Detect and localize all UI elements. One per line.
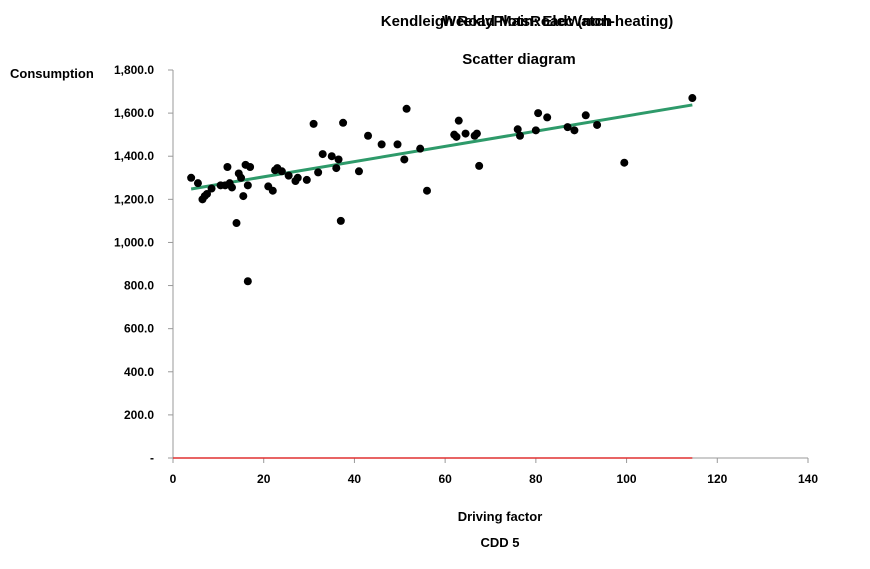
data-point xyxy=(309,119,318,128)
data-point xyxy=(227,183,236,192)
data-point xyxy=(593,120,602,129)
data-point xyxy=(239,192,248,201)
data-point xyxy=(268,186,277,195)
x-tick-label: 80 xyxy=(529,472,543,486)
data-point xyxy=(454,116,463,125)
data-point xyxy=(327,152,336,161)
data-point xyxy=(393,140,402,149)
data-point xyxy=(620,158,629,167)
data-point xyxy=(223,163,232,171)
y-axis-label: Consumption xyxy=(10,66,94,81)
x-tick-label: 120 xyxy=(707,472,727,486)
data-point xyxy=(688,94,697,103)
data-point xyxy=(293,173,302,182)
data-point xyxy=(207,184,216,193)
data-point xyxy=(232,219,241,228)
data-point xyxy=(237,173,246,182)
data-point xyxy=(531,126,540,135)
y-tick-label: 600.0 xyxy=(124,322,154,336)
data-point xyxy=(243,181,252,190)
data-point xyxy=(203,189,212,198)
data-point xyxy=(402,104,411,113)
data-point xyxy=(581,111,590,120)
y-tick-label: 800.0 xyxy=(124,279,154,293)
data-point xyxy=(284,171,293,180)
lines xyxy=(173,103,693,459)
data-point xyxy=(336,216,345,225)
data-point xyxy=(332,164,341,173)
chart-title-overlay: WeeklyPlotsRoadWatch xyxy=(442,13,612,30)
y-tick-label: 400.0 xyxy=(124,365,154,379)
x-ticks: 0 20 40 60 80 100 120 140 xyxy=(170,458,818,486)
y-tick-label: 1,200.0 xyxy=(114,192,154,206)
data-point xyxy=(461,129,470,138)
data-point xyxy=(364,131,373,140)
x-tick-label: 20 xyxy=(257,472,271,486)
trend-line xyxy=(190,103,693,191)
y-tick-label: 1,800.0 xyxy=(114,63,154,77)
data-point xyxy=(354,167,363,176)
data-point xyxy=(543,113,552,122)
y-tick-label: - xyxy=(150,451,154,465)
data-point xyxy=(318,150,327,159)
data-point xyxy=(423,186,431,195)
x-tick-label: 40 xyxy=(348,472,362,486)
data-point xyxy=(563,123,572,132)
data-point xyxy=(246,163,255,171)
y-ticks: - 200.0 400.0 600.0 800.0 1,000.0 1,200.0 1,400… xyxy=(114,63,173,465)
chart-title: Kendleigh Road Main: Elec (non-heating) xyxy=(381,13,674,30)
data-point xyxy=(314,168,323,177)
data-point xyxy=(193,179,202,188)
data-point xyxy=(400,155,409,164)
data-point xyxy=(277,167,286,176)
data-point xyxy=(475,161,484,170)
data-point xyxy=(515,131,524,140)
axes xyxy=(172,70,808,459)
data-point xyxy=(339,118,348,127)
data-point xyxy=(452,132,461,141)
x-tick-label: 140 xyxy=(798,472,818,486)
data-point xyxy=(334,155,343,164)
x-tick-label: 0 xyxy=(170,472,177,486)
data-point xyxy=(416,144,425,153)
points xyxy=(187,94,697,286)
y-tick-label: 1,600.0 xyxy=(114,106,154,120)
data-point xyxy=(513,125,522,134)
data-point xyxy=(302,175,311,184)
data-point xyxy=(377,140,386,149)
data-point xyxy=(534,109,543,118)
x-axis-label: Driving factor xyxy=(458,509,543,524)
data-point xyxy=(472,129,481,138)
y-tick-label: 200.0 xyxy=(124,408,154,422)
x-tick-label: 100 xyxy=(617,472,637,486)
x-tick-label: 60 xyxy=(438,472,452,486)
data-point-outlier xyxy=(243,277,252,286)
data-point xyxy=(187,173,196,182)
chart-subtitle: Scatter diagram xyxy=(462,51,575,68)
y-tick-label: 1,400.0 xyxy=(114,149,154,163)
y-tick-label: 1,000.0 xyxy=(114,235,154,249)
x-axis-sublabel: CDD 5 xyxy=(480,535,519,550)
data-point xyxy=(570,126,579,135)
